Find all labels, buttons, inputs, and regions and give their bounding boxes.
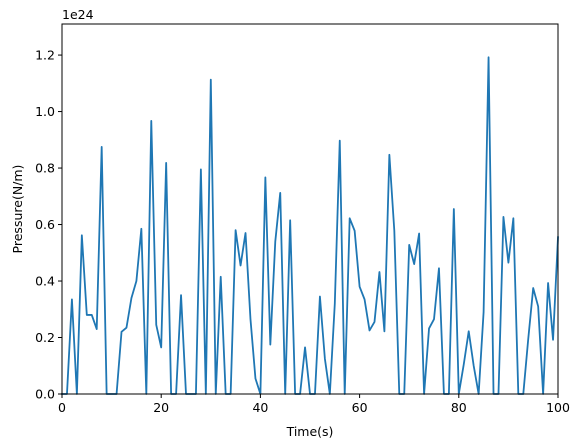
x-tick-label: 40 bbox=[252, 400, 268, 415]
x-tick-label: 80 bbox=[451, 400, 467, 415]
y-tick-label: 0.6 bbox=[35, 217, 55, 232]
plot-frame bbox=[61, 23, 559, 395]
x-axis-label: Time(s) bbox=[286, 424, 334, 439]
y-axis-label: Pressure(N/m) bbox=[10, 165, 25, 254]
y-tick-label: 0.4 bbox=[35, 274, 55, 289]
x-tick-label: 100 bbox=[546, 400, 570, 415]
y-tick-label: 1.2 bbox=[35, 48, 55, 63]
y-tick-label: 0.8 bbox=[35, 161, 55, 176]
y-tick-label: 0.2 bbox=[35, 330, 55, 345]
y-tick-label: 0.0 bbox=[35, 387, 55, 402]
plot-background bbox=[62, 24, 558, 394]
y-tick-label: 1.0 bbox=[35, 104, 55, 119]
y-axis: 0.0 0.2 0.4 0.6 0.8 1.0 1.2 bbox=[35, 48, 62, 402]
y-offset-text: 1e24 bbox=[62, 7, 94, 22]
x-axis: 0 20 40 60 80 100 bbox=[58, 394, 570, 415]
x-tick-label: 0 bbox=[58, 400, 66, 415]
x-tick-label: 60 bbox=[352, 400, 368, 415]
x-tick-label: 20 bbox=[153, 400, 169, 415]
